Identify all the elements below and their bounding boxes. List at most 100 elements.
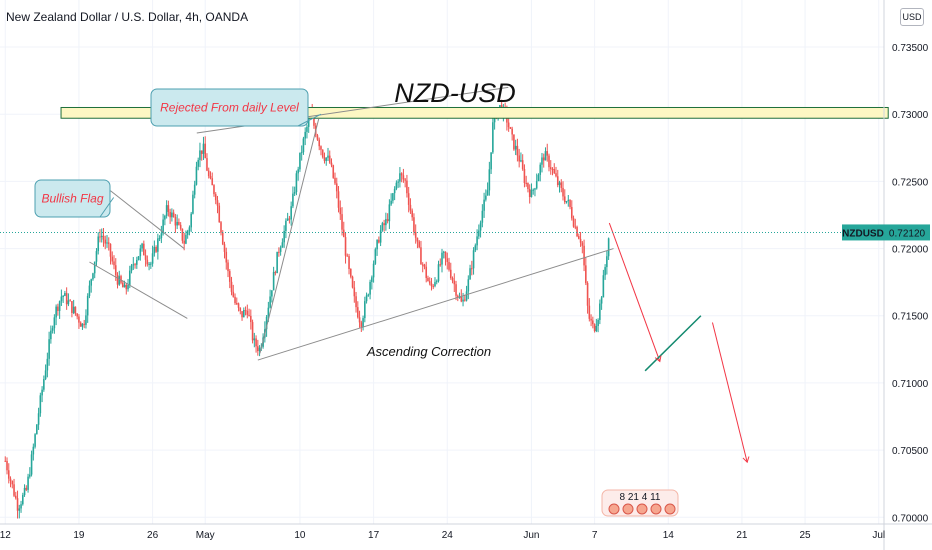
candle-body xyxy=(578,236,580,239)
candle-body xyxy=(67,300,70,305)
candle-body xyxy=(258,347,261,352)
candle-body xyxy=(606,256,608,268)
candle-body xyxy=(248,314,250,316)
candle-body xyxy=(534,188,536,190)
y-tick-label: 0.73000 xyxy=(892,110,929,121)
candle-body xyxy=(188,227,191,232)
projection-down-1 xyxy=(608,222,661,362)
candle-body xyxy=(313,116,315,126)
candle-body xyxy=(160,233,163,239)
event-flag-icon xyxy=(636,503,648,515)
candle-body xyxy=(386,219,389,222)
candle-body xyxy=(72,306,75,313)
candle-body xyxy=(441,252,443,265)
candle-body xyxy=(74,306,77,314)
candle-body xyxy=(9,478,12,481)
currency-badge[interactable]: USD xyxy=(900,8,924,26)
candle-body xyxy=(525,182,527,184)
candle-body xyxy=(328,155,331,163)
candle-body xyxy=(325,157,328,161)
candle-body xyxy=(376,239,378,250)
candle-body xyxy=(560,182,563,188)
candle-body xyxy=(430,283,433,287)
y-tick-label: 0.73500 xyxy=(892,43,929,54)
candle-body xyxy=(171,212,173,218)
events-marker-label: 8 21 4 11 xyxy=(620,492,661,503)
candle-body xyxy=(404,179,406,181)
candle-body xyxy=(281,242,284,248)
candle-body xyxy=(186,231,189,235)
candle-body xyxy=(55,306,57,318)
candle-body xyxy=(78,316,80,323)
candle-body xyxy=(527,183,529,189)
candle-body xyxy=(406,180,408,194)
candle-body xyxy=(567,199,570,202)
candle-body xyxy=(369,281,371,295)
drawings-layer: Rejected From daily Level Bullish Flag NZD… xyxy=(0,78,889,517)
candle-body xyxy=(92,273,94,280)
candle-body xyxy=(388,204,391,222)
candle-body xyxy=(292,193,294,207)
candle-body xyxy=(465,291,468,301)
candle-body xyxy=(225,251,228,263)
rejected-callout-box xyxy=(150,88,309,127)
candle-body xyxy=(288,218,291,220)
candle-body xyxy=(121,282,124,288)
candle-body xyxy=(37,413,40,425)
candle-body xyxy=(90,279,93,286)
candle-body xyxy=(476,236,478,246)
candle-body xyxy=(449,269,452,279)
candle-body xyxy=(22,495,24,505)
candle-body xyxy=(593,324,596,332)
candle-body xyxy=(585,265,587,284)
candle-body xyxy=(109,243,112,257)
candle-body xyxy=(402,175,405,180)
candle-body xyxy=(586,283,589,306)
candle-body xyxy=(95,251,98,262)
candle-body xyxy=(169,211,171,218)
candle-body xyxy=(337,191,340,208)
candle-body xyxy=(164,215,166,220)
candle-body xyxy=(104,239,107,244)
candle-body xyxy=(123,284,126,288)
candle-body xyxy=(464,299,466,301)
candle-body xyxy=(302,138,305,153)
candle-body xyxy=(50,330,52,340)
candle-body xyxy=(420,247,422,265)
candle-body xyxy=(214,194,217,201)
candle-body xyxy=(393,188,396,194)
candle-body xyxy=(200,150,203,154)
candle-body xyxy=(588,305,591,319)
candle-body xyxy=(34,434,36,447)
candle-body xyxy=(7,470,10,479)
candle-body xyxy=(348,256,350,269)
candle-body xyxy=(176,221,178,226)
candle-body xyxy=(181,228,184,241)
candle-body xyxy=(43,379,45,390)
candle-body xyxy=(128,270,131,285)
projection-up-wave xyxy=(644,315,702,372)
candle-body xyxy=(335,183,338,192)
candle-body xyxy=(444,251,447,259)
candle-body xyxy=(488,169,491,191)
candle-body xyxy=(60,296,63,302)
candle-body xyxy=(371,277,373,282)
candle-body xyxy=(528,188,531,197)
candle-body xyxy=(235,303,238,305)
candle-body xyxy=(93,261,96,274)
candle-body xyxy=(30,454,33,475)
candle-body xyxy=(569,199,571,208)
candle-body xyxy=(132,264,135,266)
candle-body xyxy=(307,117,310,127)
candle-body xyxy=(192,194,194,214)
candle-body xyxy=(211,178,214,186)
candle-body xyxy=(116,275,119,285)
candle-body xyxy=(271,290,273,297)
candle-body xyxy=(378,239,380,243)
candle-body xyxy=(304,131,306,139)
candle-body xyxy=(432,286,435,288)
ascending-support-line xyxy=(257,248,614,361)
candle-body xyxy=(46,358,49,371)
candle-body xyxy=(267,307,270,317)
